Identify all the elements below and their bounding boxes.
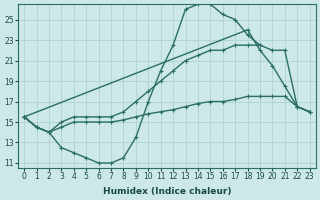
X-axis label: Humidex (Indice chaleur): Humidex (Indice chaleur) [103,187,231,196]
